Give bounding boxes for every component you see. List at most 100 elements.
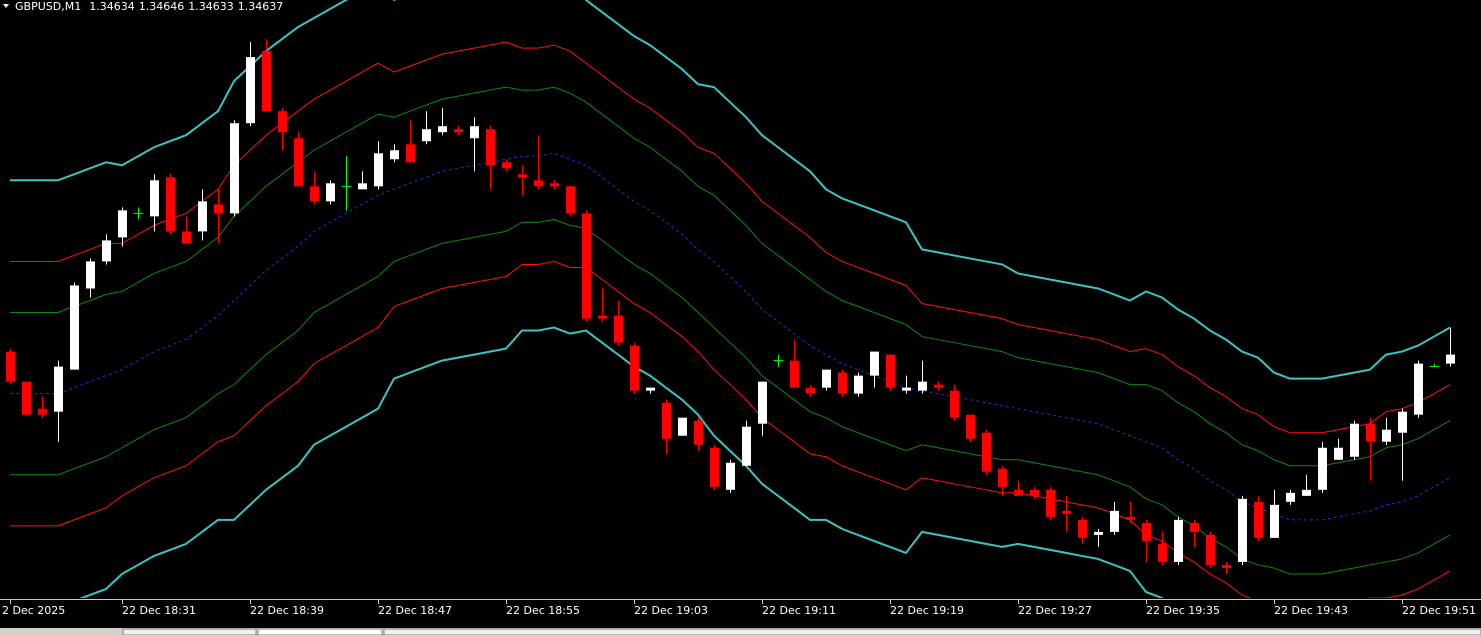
candle-body <box>1046 489 1055 517</box>
candle-body <box>1014 489 1023 496</box>
candle-body <box>1334 447 1343 460</box>
candle-body <box>310 186 319 202</box>
candle-body <box>166 177 175 232</box>
candle-body <box>582 213 591 319</box>
candle-body <box>1222 564 1231 568</box>
candle-body <box>1270 504 1279 538</box>
candle-body <box>1350 423 1359 457</box>
x-tick-label: 22 Dec 18:47 <box>378 604 452 617</box>
candle-body <box>86 261 95 289</box>
candle-body <box>470 126 479 139</box>
candle-body <box>694 420 703 445</box>
candle-body <box>246 57 255 124</box>
candle-body <box>230 123 239 214</box>
candle-body <box>646 387 655 391</box>
candle-body <box>598 315 607 319</box>
candle-body <box>1190 522 1199 532</box>
candle-body <box>678 417 687 436</box>
candle-body <box>550 183 559 187</box>
menu-triangle[interactable] <box>3 4 9 8</box>
candle-body <box>374 153 383 187</box>
candle-body <box>966 414 975 439</box>
candle-body <box>54 366 63 412</box>
x-tick-label: 22 Dec 18:39 <box>250 604 324 617</box>
candle-body <box>406 144 415 163</box>
indicator-line <box>10 86 1451 467</box>
candle-body <box>1238 498 1247 562</box>
x-tick-label: 2 Dec 2025 <box>2 604 65 617</box>
candle-body <box>438 126 447 133</box>
candle-body <box>1398 411 1407 433</box>
x-tick-label: 22 Dec 19:35 <box>1146 604 1220 617</box>
tab[interactable] <box>122 628 257 635</box>
candle-body <box>1318 447 1327 490</box>
candle-body <box>358 183 367 190</box>
candle-body <box>566 186 575 214</box>
x-tick-label: 22 Dec 19:03 <box>634 604 708 617</box>
indicator-line <box>10 41 1451 434</box>
candle-body <box>1174 519 1183 562</box>
candle-body <box>758 381 767 424</box>
x-tick-label: 22 Dec 19:51 <box>1402 604 1476 617</box>
x-tick-label: 22 Dec 19:19 <box>890 604 964 617</box>
candle-body <box>886 354 895 388</box>
candle-body <box>1382 429 1391 442</box>
candle-body <box>790 360 799 388</box>
candle-body <box>198 201 207 232</box>
x-tick-label: 22 Dec 19:27 <box>1018 604 1092 617</box>
candle-body <box>822 369 831 388</box>
chart-header: GBPUSD,M1 1.34634 1.34646 1.34633 1.34637 <box>15 0 283 13</box>
candle-body <box>150 180 159 217</box>
plot-area <box>6 0 1455 598</box>
candle-body <box>1366 423 1375 442</box>
candle-body <box>1414 363 1423 415</box>
candle-body <box>390 150 399 160</box>
x-tick-label: 22 Dec 19:11 <box>762 604 836 617</box>
ohlc-open: 1.34634 <box>89 0 135 13</box>
candle-body <box>1110 510 1119 532</box>
candle-body <box>950 390 959 418</box>
candle-body <box>1158 543 1167 562</box>
candle-body <box>518 174 527 178</box>
candle-body <box>1302 489 1311 496</box>
candle-body <box>838 372 847 394</box>
candle-body <box>534 180 543 187</box>
x-tick-label: 22 Dec 19:43 <box>1274 604 1348 617</box>
candle-body <box>214 204 223 214</box>
tab[interactable] <box>257 628 383 635</box>
candle-body <box>1286 492 1295 502</box>
candle-body <box>326 183 335 202</box>
candle-body <box>1030 489 1039 496</box>
ohlc-close: 1.34637 <box>238 0 284 13</box>
ohlc-high: 1.34646 <box>139 0 185 13</box>
indicator-line <box>10 260 1451 598</box>
candle-body <box>918 381 927 391</box>
candle-body <box>486 129 495 166</box>
candle-body <box>662 402 671 439</box>
candle-body <box>1254 501 1263 538</box>
candle-body <box>6 351 15 382</box>
x-tick-label: 22 Dec 18:55 <box>506 604 580 617</box>
candle-body <box>1094 531 1103 535</box>
tab[interactable] <box>383 628 1481 635</box>
candle-body <box>70 285 79 370</box>
candle-body <box>294 138 303 187</box>
candle-body <box>118 210 127 238</box>
candle-body <box>630 345 639 391</box>
x-axis: 2 Dec 2025 22 Dec 18:31 22 Dec 18:39 22 Dec… <box>2 599 1476 617</box>
ohlc-low: 1.34633 <box>188 0 234 13</box>
candle-body <box>854 375 863 394</box>
candle-body <box>102 240 111 262</box>
candle-body <box>998 468 1007 487</box>
candle-body <box>1206 534 1215 565</box>
candle-body <box>502 162 511 169</box>
candle-body <box>982 432 991 472</box>
indicator-line <box>79 326 1164 598</box>
candle-body <box>1062 510 1071 514</box>
candle-body <box>1446 354 1455 364</box>
candle-body <box>22 381 31 415</box>
candle-body <box>38 408 47 415</box>
candle-body <box>934 384 943 388</box>
